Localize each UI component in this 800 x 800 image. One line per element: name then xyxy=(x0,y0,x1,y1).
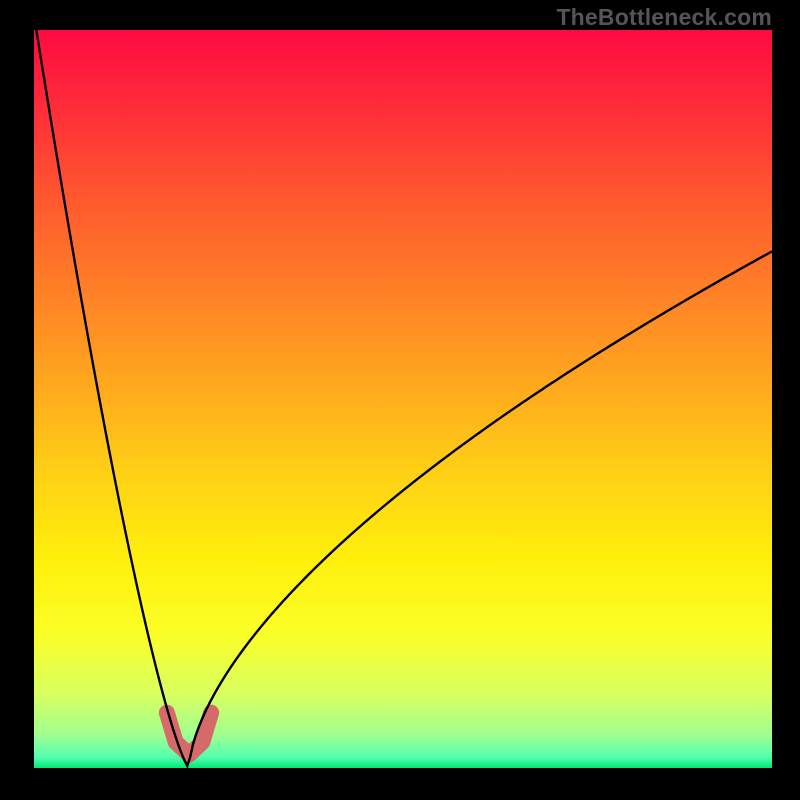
plot-background xyxy=(34,30,772,768)
chart-canvas xyxy=(0,0,800,800)
watermark-text: TheBottleneck.com xyxy=(556,4,772,31)
